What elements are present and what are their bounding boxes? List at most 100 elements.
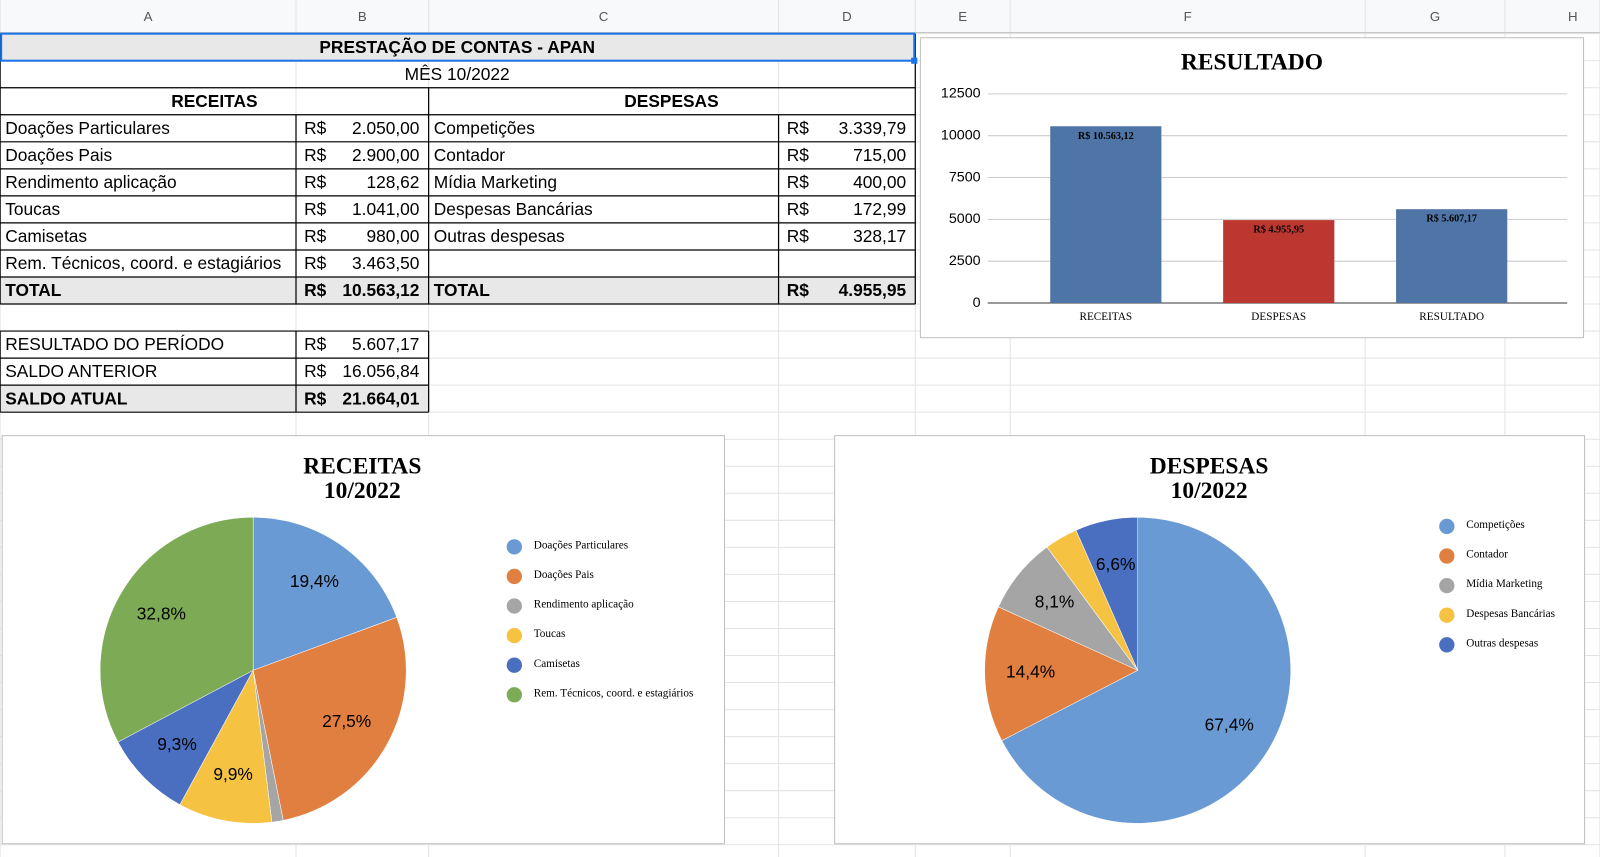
currency: R$ [787,226,810,246]
currency: R$ [304,226,327,246]
chart-title: RECEITAS [303,454,421,480]
legend-marker [506,568,522,585]
y-tick-label: 5000 [949,211,981,227]
amount: 2.900,00 [352,145,419,165]
column-header: E [958,9,967,24]
legend-label: Mídia Marketing [1466,578,1543,590]
chart-subtitle: 10/2022 [1171,478,1248,504]
bar [1223,220,1335,304]
legend-marker [1439,637,1455,653]
selection-handle [911,57,918,64]
row-label: Competições [434,118,535,138]
section-header: DESPESAS [624,91,718,111]
amount: 128,62 [366,172,419,192]
legend-label: Doações Pais [534,569,594,581]
section-header: RECEITAS [171,91,257,111]
x-tick-label: DESPESAS [1251,311,1306,323]
legend-marker [506,627,522,644]
y-tick-label: 12500 [941,86,981,102]
currency: R$ [787,172,810,192]
row-label: RESULTADO DO PERÍODO [5,334,224,354]
y-tick-label: 0 [973,295,981,311]
data-label: 9,3% [157,734,197,754]
column-header: C [599,9,609,24]
legend-label: Toucas [534,628,566,640]
row-label: Camisetas [5,226,87,246]
amount: 172,99 [853,199,906,219]
y-tick-label: 7500 [949,169,981,185]
amount: 4.955,95 [839,280,907,300]
amount: 715,00 [853,145,906,165]
legend-marker [506,539,522,555]
chart-title: RESULTADO [1181,50,1323,76]
data-label: R$ 4.955,95 [1253,225,1304,236]
x-tick-label: RECEITAS [1079,311,1132,323]
column-header: D [842,9,852,24]
table-title: PRESTAÇÃO DE CONTAS - APAN [319,37,595,57]
legend-label: Despesas Bancárias [1466,608,1555,620]
legend-label: Camisetas [534,658,580,670]
legend-marker [1439,518,1455,535]
row-label: TOTAL [434,280,491,300]
amount: 1.041,00 [352,199,419,219]
pie-slice [117,669,254,806]
row-label: TOTAL [5,280,62,300]
cell-fill [0,33,916,61]
currency: R$ [787,280,810,300]
currency: R$ [304,145,327,165]
pie-slice [179,669,273,824]
legend-marker [1439,607,1455,623]
currency: R$ [304,388,327,408]
column-header: B [358,9,367,24]
cell-fill [0,276,916,305]
currency: R$ [304,118,327,138]
pie-slice [984,606,1139,741]
data-label: R$ 10.563,12 [1078,131,1134,142]
currency: R$ [304,361,327,381]
pie-slice [252,517,398,671]
legend-label: Rem. Técnicos, coord. e estagiários [534,687,694,699]
currency: R$ [304,199,327,219]
amount: 328,17 [853,226,906,246]
selected-cell [0,32,916,62]
data-label: 6,6% [1096,554,1135,574]
legend-marker [506,687,522,703]
currency: R$ [787,145,810,165]
legend-label: Competições [1466,519,1525,531]
cell-fill [0,385,429,413]
pie-slice [99,517,254,743]
column-header-bar [0,0,1600,33]
legend-marker [506,598,522,614]
amount: 980,00 [366,226,419,246]
amount: 16.056,84 [342,361,419,381]
amount: 5.607,17 [352,334,419,354]
data-label: 27,5% [322,711,371,731]
table-subtitle: MÊS 10/2022 [405,64,510,84]
amount: 21.664,01 [342,388,419,408]
legend-label: Rendimento aplicação [534,599,634,611]
amount: 3.463,50 [352,253,419,273]
data-label: 32,8% [137,604,186,624]
data-label: 8,1% [1035,591,1075,611]
chart-subtitle: 10/2022 [324,478,401,504]
row-label: Mídia Marketing [434,172,557,192]
data-label: 67,4% [1205,715,1254,735]
row-label: Despesas Bancárias [434,199,593,219]
row-label: Rendimento aplicação [5,172,176,192]
y-tick-label: 2500 [949,253,981,269]
row-label: Doações Particulares [5,118,170,138]
data-label: 19,4% [290,571,339,591]
bar [1050,126,1162,304]
legend-marker [1439,548,1455,564]
legend-marker [1439,577,1455,594]
data-label: 9,9% [213,764,253,784]
currency: R$ [787,199,810,219]
y-tick-label: 10000 [941,127,981,143]
currency: R$ [304,172,327,192]
row-label: Toucas [5,199,60,219]
legend-marker [506,657,522,673]
legend-label: Outras despesas [1466,637,1538,649]
pie-slice [1001,517,1291,824]
